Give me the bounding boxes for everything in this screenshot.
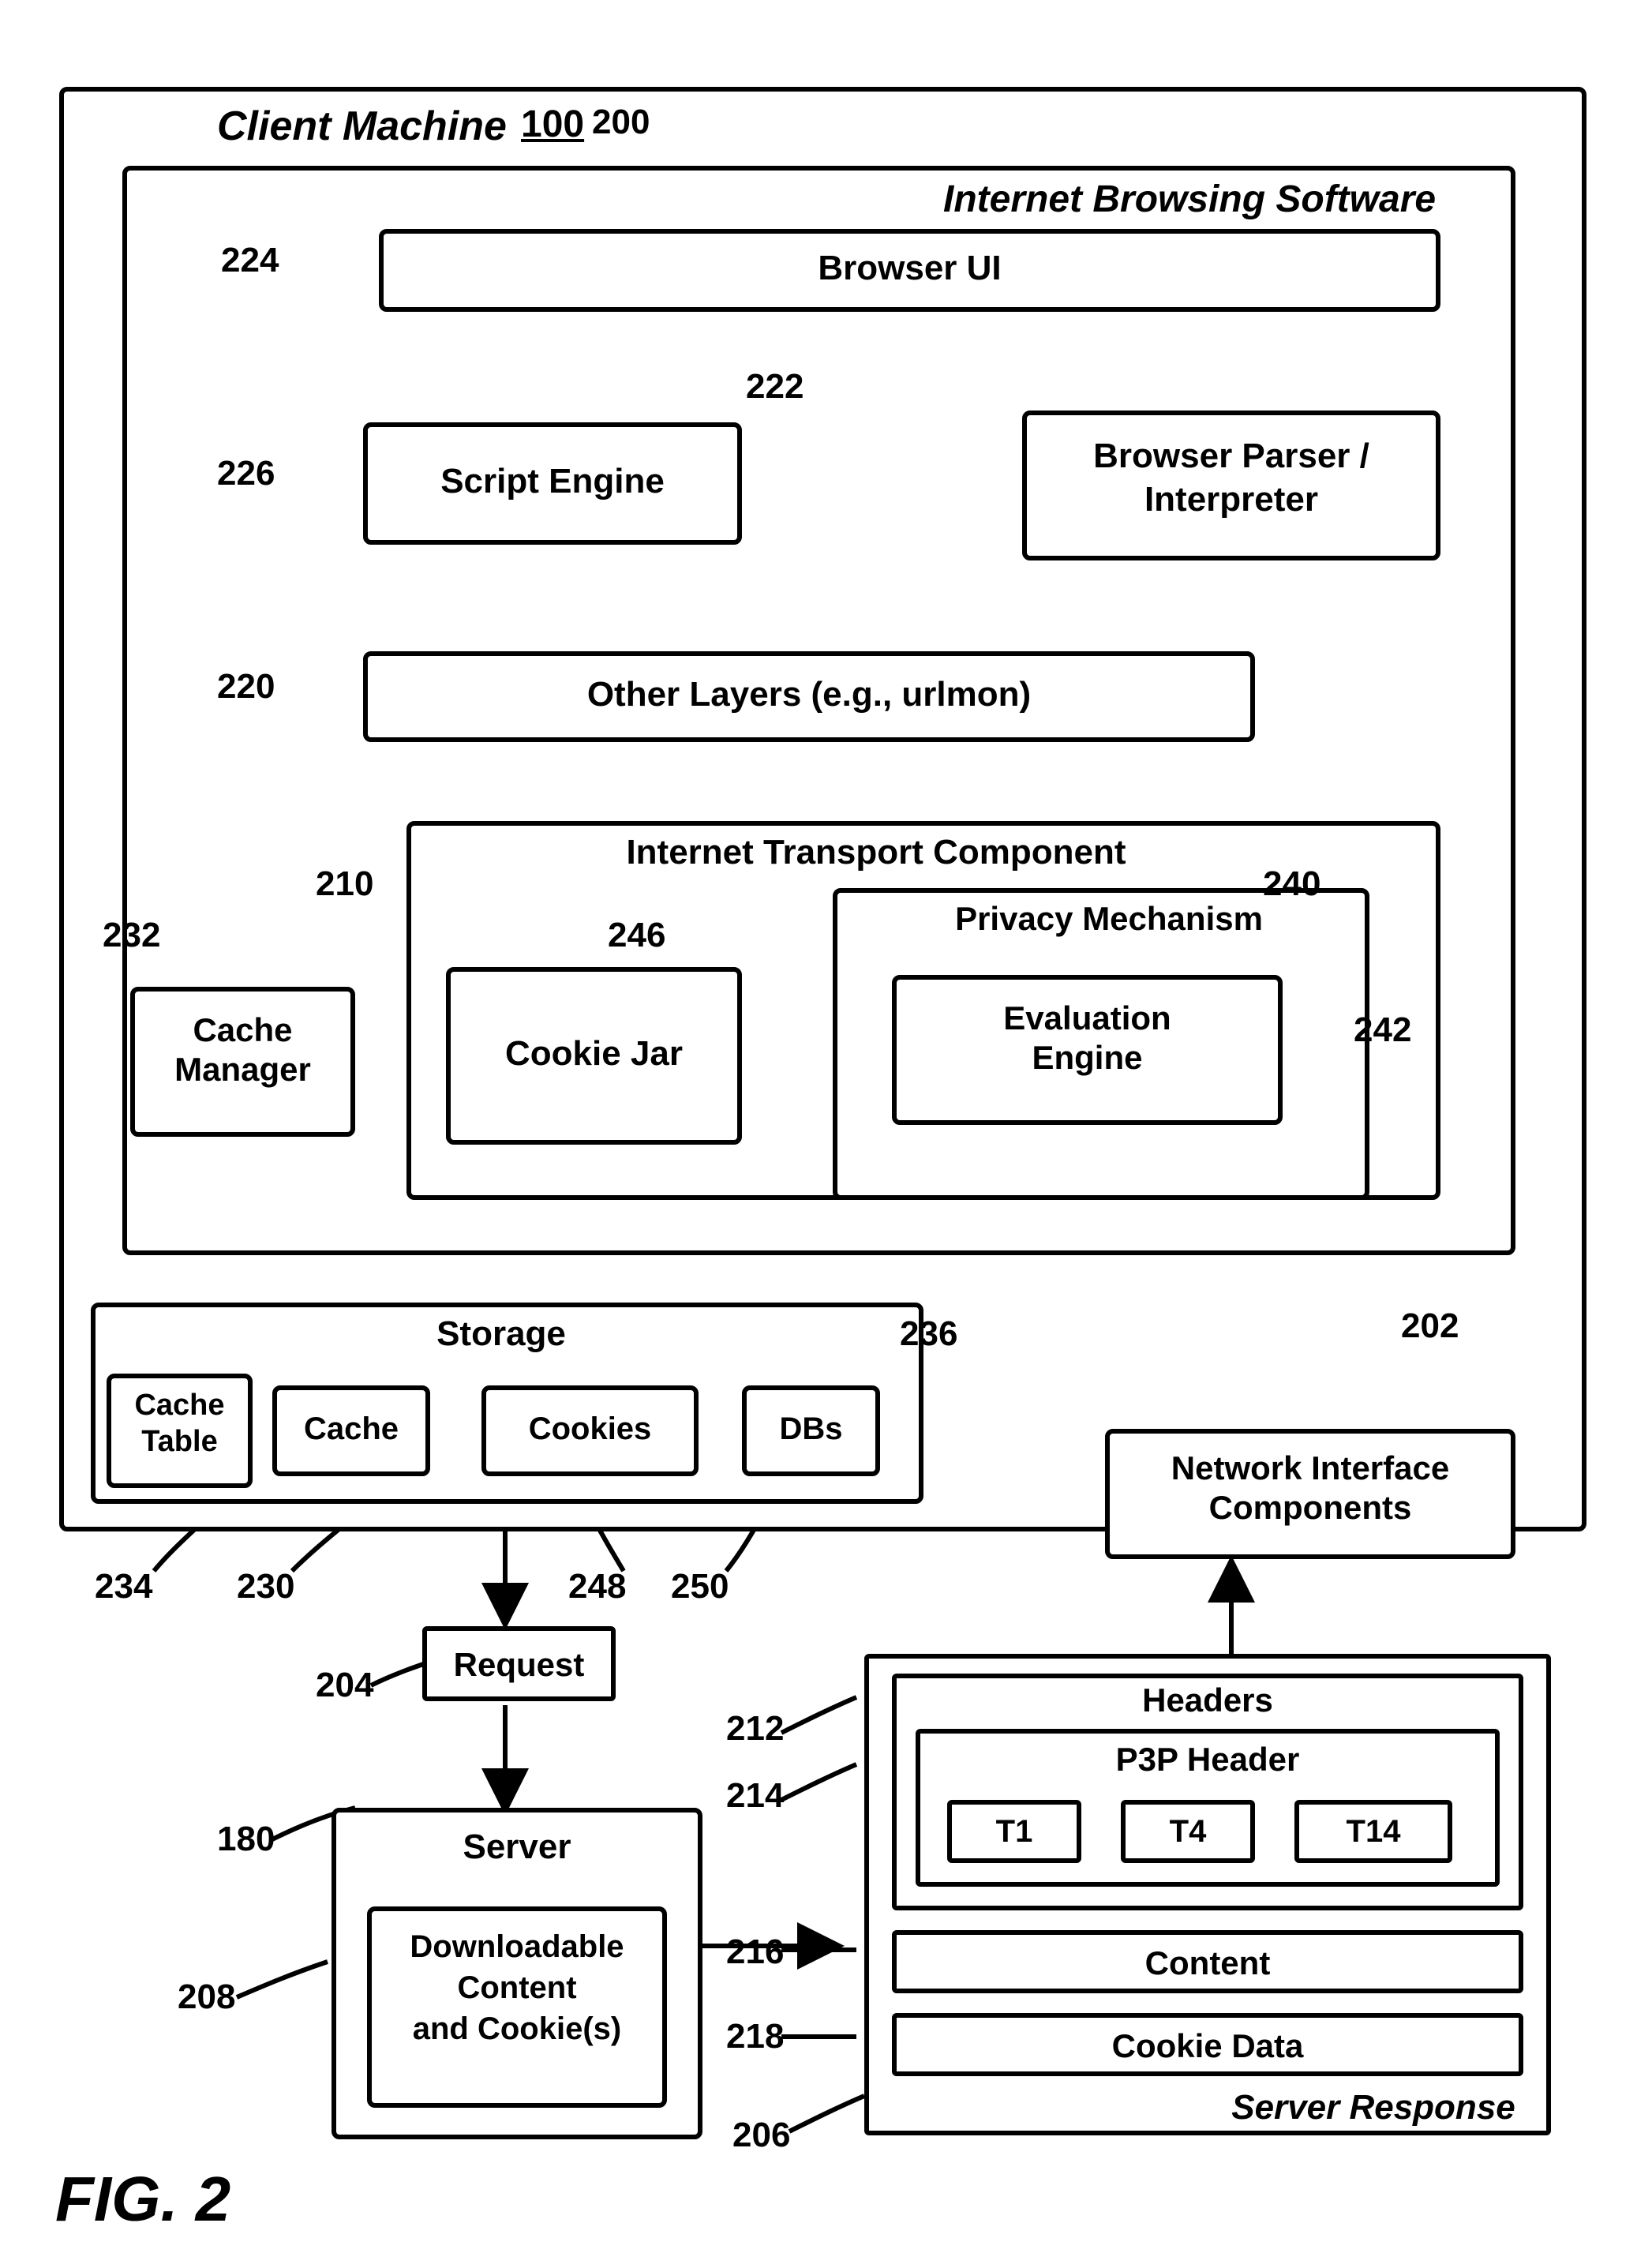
browsing-software-title: Internet Browsing Software: [943, 178, 1436, 221]
cache-manager-label: Cache Manager: [130, 1010, 355, 1090]
itc-ref: 210: [316, 864, 373, 904]
cache-table-ref: 234: [95, 1567, 152, 1606]
headers-ref: 212: [726, 1709, 784, 1749]
cache-label: Cache: [272, 1411, 430, 1447]
cookie-jar-ref: 246: [608, 916, 665, 955]
cookies-label: Cookies: [481, 1411, 699, 1447]
other-layers-label: Other Layers (e.g., urlmon): [363, 675, 1255, 714]
figure-label: FIG. 2: [55, 2163, 230, 2236]
cache-manager-ref: 232: [103, 916, 160, 955]
cookie-data-ref: 218: [726, 2017, 784, 2056]
browsing-ref: 200: [592, 103, 650, 142]
downloadable-label: Downloadable Content and Cookie(s): [367, 1926, 667, 2049]
privacy-ref: 240: [1263, 864, 1320, 904]
p3p-label: P3P Header: [916, 1741, 1500, 1779]
cache-table-label: Cache Table: [107, 1388, 253, 1460]
itc-title: Internet Transport Component: [481, 833, 1271, 872]
dbs-label: DBs: [742, 1411, 880, 1447]
server-label: Server: [332, 1828, 702, 1867]
request-label: Request: [422, 1646, 616, 1684]
eval-engine-label: Evaluation Engine: [892, 999, 1283, 1078]
script-engine-label: Script Engine: [363, 462, 742, 501]
parser-label: Browser Parser / Interpreter: [1022, 434, 1440, 521]
cookie-jar-label: Cookie Jar: [446, 1034, 742, 1074]
diagram-stage: Client Machine 100 200 Internet Browsing…: [0, 0, 1652, 2268]
storage-ref: 236: [900, 1314, 957, 1354]
storage-title: Storage: [383, 1314, 620, 1354]
content-ref: 216: [726, 1932, 784, 1972]
browser-ui-label: Browser UI: [379, 249, 1440, 288]
server-response-ref: 206: [732, 2116, 790, 2155]
client-machine-ref: 100: [521, 103, 584, 146]
token-t14-label: T14: [1294, 1814, 1452, 1850]
downloadable-ref: 208: [178, 1977, 235, 2017]
eval-engine-ref: 242: [1354, 1010, 1411, 1050]
p3p-ref: 214: [726, 1776, 784, 1816]
other-layers-ref: 220: [217, 667, 275, 707]
server-ref: 180: [217, 1820, 275, 1859]
client-machine-title: Client Machine: [217, 103, 507, 150]
token-t1-label: T1: [947, 1814, 1081, 1850]
request-ref: 204: [316, 1666, 373, 1705]
browser-ui-ref: 224: [221, 241, 279, 280]
script-engine-ref: 226: [217, 454, 275, 493]
nic-label: Network Interface Components: [1105, 1449, 1515, 1528]
content-label: Content: [892, 1944, 1523, 1982]
server-response-title: Server Response: [1208, 2088, 1539, 2127]
privacy-title: Privacy Mechanism: [880, 900, 1338, 938]
parser-ref: 222: [746, 367, 804, 407]
token-t4-label: T4: [1121, 1814, 1255, 1850]
cache-ref: 230: [237, 1567, 294, 1606]
dbs-ref: 250: [671, 1567, 729, 1606]
cookies-ref: 248: [568, 1567, 626, 1606]
nic-ref: 202: [1401, 1306, 1459, 1346]
cookie-data-label: Cookie Data: [892, 2027, 1523, 2065]
headers-label: Headers: [1089, 1681, 1326, 1719]
